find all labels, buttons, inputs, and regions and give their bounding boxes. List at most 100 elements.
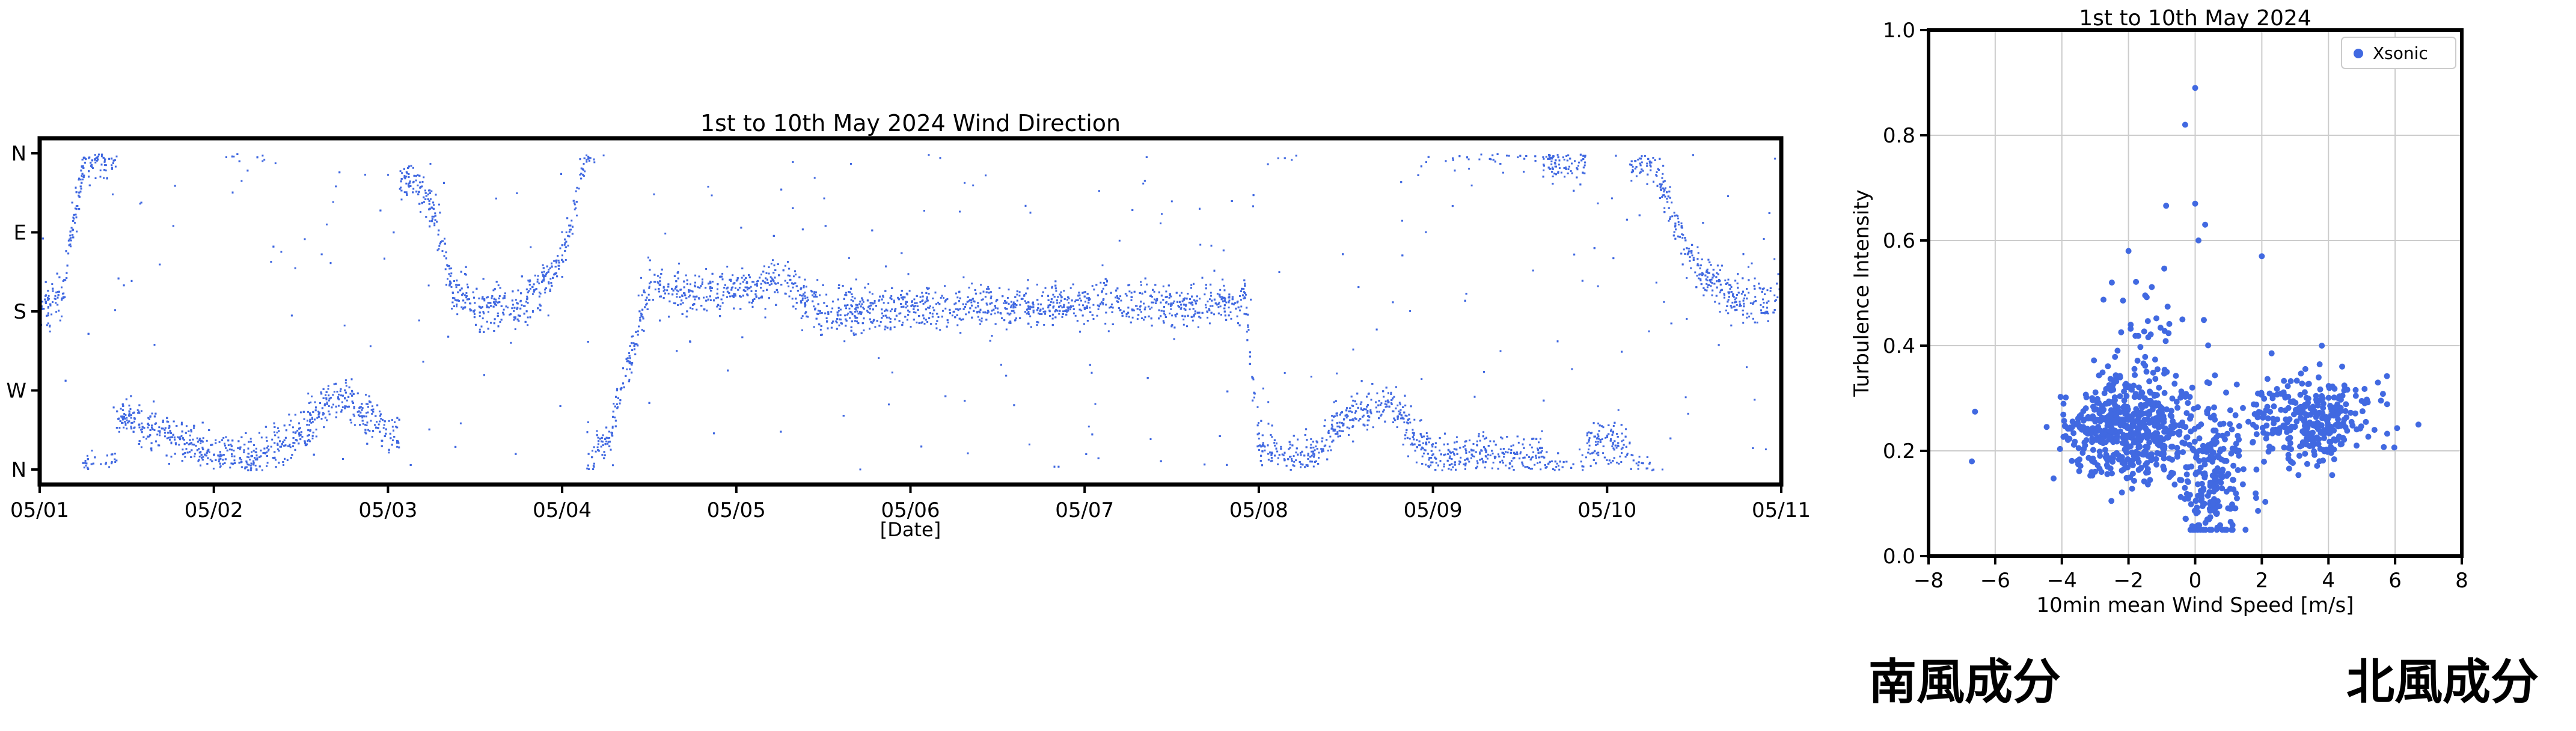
wind-direction-point [311,421,314,423]
wind-direction-point [1097,308,1100,310]
wind-direction-point [111,167,113,169]
wind-direction-point [1492,462,1495,463]
wind-direction-point [542,264,544,266]
wind-direction-point [946,298,949,300]
wind-direction-point [99,176,102,178]
wind-direction-point [438,248,440,250]
wind-direction-point [1621,432,1623,435]
wind-direction-point [367,429,370,431]
wind-direction-point [1253,396,1255,399]
wind-direction-point [1553,173,1556,175]
wind-direction-point [1556,462,1558,465]
wind-direction-point [1564,176,1566,178]
wind-direction-point [1128,290,1131,293]
wind-direction-point [328,405,330,407]
wind-direction-point [249,459,251,460]
wind-direction-point [1663,191,1665,193]
wind-direction-point [1545,156,1547,158]
wind-direction-point [1023,294,1026,296]
wind-direction-point [541,271,543,274]
wind-direction-point [990,295,993,298]
wind-direction-point [341,401,343,403]
wind-direction-point [200,442,202,444]
wind-direction-point [480,307,483,309]
wind-direction-point [424,189,426,192]
wind-direction-point [140,410,142,412]
wind-direction-point [1190,302,1192,305]
wind-direction-point [126,417,128,419]
wind-direction-point [1410,444,1412,445]
wind-direction-point [1025,292,1027,295]
wind-direction-point [168,424,171,427]
wind-direction-point [1027,311,1030,313]
wind-direction-point [919,296,922,298]
wind-direction-point [1178,305,1181,308]
wind-direction-point [1338,429,1341,432]
wind-direction-point [1353,419,1355,421]
wind-direction-point [266,462,269,464]
wind-direction-point [1098,190,1100,192]
wind-direction-point [1661,196,1663,198]
wind-direction-point [175,443,177,445]
wind-direction-point [1635,462,1638,465]
wind-direction-point [261,469,263,471]
wind-direction-point [676,293,678,295]
wind-direction-point [266,465,268,467]
wind-direction-point [1111,303,1113,305]
wind-direction-point [225,436,227,438]
wind-direction-point [1597,443,1599,445]
wind-direction-point [1219,289,1222,291]
wind-direction-point [333,383,335,385]
wind-direction-point [1244,283,1246,285]
wind-direction-point [1571,162,1573,165]
wind-direction-point [705,296,708,298]
wind-direction-point [362,415,364,417]
wind-direction-point [454,299,456,301]
wind-direction-point [332,201,334,203]
wind-direction-point [957,309,959,311]
wind-direction-point [1748,316,1751,318]
wind-direction-point [1641,161,1643,164]
wind-direction-point [1370,399,1372,401]
wind-direction-point [1351,405,1353,407]
wind-direction-point [1170,200,1173,203]
wind-direction-point [543,271,545,273]
wind-direction-point [596,446,599,448]
wind-direction-point [138,412,141,414]
wind-direction-point [1662,173,1664,175]
wind-direction-point [878,357,880,359]
wind-direction-point [978,319,981,321]
wind-direction-point [1352,399,1354,402]
wind-direction-point [173,436,176,439]
wind-direction-point [1588,448,1590,451]
wind-direction-point [180,435,183,437]
wind-direction-point [1173,300,1175,302]
wind-direction-point [1532,269,1534,272]
wind-direction-point [1723,296,1725,299]
wind-direction-point [246,456,248,458]
wind-direction-point [1727,278,1730,281]
wind-direction-point [736,278,739,281]
wind-direction-point [1277,463,1279,465]
wind-direction-point [136,409,139,411]
wind-direction-point [1777,273,1779,275]
wind-direction-point [1089,307,1091,309]
wind-direction-point [383,424,385,426]
wind-direction-point [730,280,732,282]
wind-direction-point [103,157,105,159]
wind-direction-point [1740,304,1742,307]
wind-direction-point [201,439,203,442]
wind-direction-point [1177,305,1179,307]
wind-direction-point [298,432,301,434]
wind-direction-point [1565,155,1568,158]
wind-direction-point [995,300,997,302]
wind-direction-point [1678,224,1680,225]
wind-direction-point [916,305,919,307]
wind-direction-point [1056,302,1059,304]
wind-direction-point [1479,439,1481,442]
wind-direction-point [703,296,705,299]
wind-direction-point [926,299,929,302]
wind-direction-point [124,423,127,425]
wind-direction-point [82,179,84,181]
wind-direction-point [510,341,512,344]
